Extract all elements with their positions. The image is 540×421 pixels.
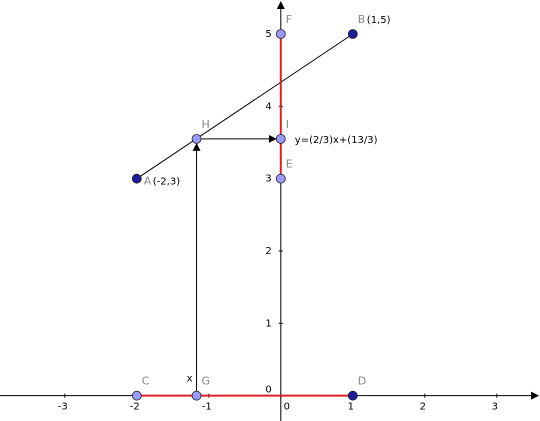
x-tick-label: 1	[348, 402, 354, 413]
point	[191, 133, 202, 144]
point	[347, 390, 358, 401]
point	[347, 29, 358, 39]
point-label: F	[286, 13, 292, 26]
point-label: C	[142, 375, 150, 388]
x-tick-label: -2	[130, 402, 140, 413]
line-equation: y=(2/3)x+(13/3)	[295, 135, 378, 146]
line-ab	[136, 33, 354, 180]
point	[275, 173, 286, 184]
point-label: H	[202, 118, 210, 131]
point-label: D	[358, 375, 366, 388]
y-tick-label: 5	[265, 29, 271, 40]
y-tick-label: 0	[265, 385, 271, 396]
x-tick-label: 3	[492, 402, 498, 413]
point-label: E	[286, 158, 293, 171]
point	[275, 29, 286, 39]
y-tick-label: 3	[265, 174, 271, 185]
point	[131, 390, 142, 401]
point-label: A	[144, 175, 152, 188]
x-tick-label: 2	[420, 402, 426, 413]
x-tick-label: -1	[202, 402, 212, 413]
point-caption: (1,5)	[367, 15, 391, 26]
point	[275, 133, 286, 144]
point-label: G	[202, 375, 211, 388]
x-tick-label: 0	[284, 402, 290, 413]
point-label: I	[286, 118, 289, 131]
y-tick-label: 2	[265, 246, 271, 257]
y-tick-label: 4	[265, 101, 271, 112]
y-tick-label: 1	[265, 318, 271, 329]
point-label: B	[358, 13, 366, 26]
x-label: x	[187, 374, 193, 385]
point-caption: (-2,3)	[153, 177, 180, 188]
point	[131, 173, 142, 184]
x-tick-label: -3	[58, 402, 68, 413]
point	[191, 390, 202, 401]
